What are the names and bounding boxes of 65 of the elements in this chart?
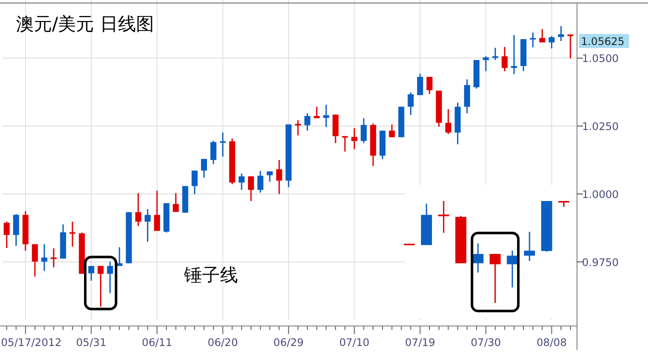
candlestick: [502, 46, 508, 72]
candlestick: [342, 135, 348, 152]
candlestick: [144, 208, 151, 242]
candlestick: [107, 260, 114, 294]
candlestick: [524, 231, 535, 262]
candlestick: [238, 172, 245, 191]
candlestick: [50, 248, 57, 268]
candlestick: [530, 32, 536, 48]
candlestick: [304, 112, 310, 132]
x-tick-label: 07/19: [404, 337, 436, 349]
candlestick: [13, 213, 20, 246]
candlestick: [360, 118, 367, 144]
candlestick: [98, 265, 104, 308]
candlestick: [88, 265, 94, 282]
candlestick: [69, 221, 76, 248]
candlestick: [445, 108, 452, 135]
candlestick: [116, 246, 122, 267]
candlestick: [276, 159, 282, 195]
candlestick: [506, 250, 518, 288]
candlestick: [172, 192, 179, 213]
candlestick: [548, 35, 555, 50]
candlestick: [464, 78, 470, 114]
candlestick: [210, 140, 216, 165]
candlestick: [323, 104, 330, 128]
candlestick: [539, 28, 546, 44]
y-tick-label: 1.0000: [582, 188, 619, 201]
candlestick: [408, 92, 414, 116]
candlestick: [220, 132, 226, 158]
candlestick: [482, 56, 489, 72]
candlestick: [472, 242, 484, 274]
price-tag: 1.05625: [579, 34, 629, 48]
x-tick-label: 08/08: [536, 337, 567, 349]
x-tick-label: 05/31: [76, 337, 106, 349]
candlestick: [332, 114, 339, 144]
candlestick: [492, 47, 498, 61]
candlestick: [417, 72, 424, 96]
candlestick: [257, 170, 264, 194]
candlestick: [351, 128, 358, 150]
x-tick-label: 06/29: [273, 337, 304, 349]
candlestick: [154, 190, 160, 232]
candlestick: [426, 76, 432, 95]
x-tick-label: 07/30: [470, 337, 501, 349]
candlestick: [388, 124, 395, 138]
candlestick: [490, 253, 501, 304]
candlestick: [201, 158, 207, 178]
candlestick: [135, 192, 142, 227]
y-tick-label: 1.0250: [582, 121, 619, 134]
candlestick: [192, 170, 198, 195]
text: 澳元/美元 日线图: [16, 14, 154, 35]
candlestick: [438, 200, 450, 234]
candlestick: [32, 244, 38, 278]
candlestick: [294, 119, 301, 136]
annotation: 锤子线: [183, 265, 238, 286]
x-tick-label: 06/20: [208, 337, 238, 349]
candlestick: [4, 221, 10, 249]
x-tick-label: 05/17/2012: [1, 337, 62, 349]
candlestick: [567, 34, 574, 60]
candlestick: [248, 176, 254, 202]
x-tick-label: 07/10: [339, 337, 370, 349]
candlestick: [558, 25, 564, 42]
y-tick-label: 0.9750: [582, 256, 619, 269]
x-tick-label: 06/11: [142, 337, 172, 349]
y-tick-label: 1.0500: [582, 53, 619, 66]
candlestick: [511, 34, 518, 75]
candlestick: [41, 244, 48, 272]
